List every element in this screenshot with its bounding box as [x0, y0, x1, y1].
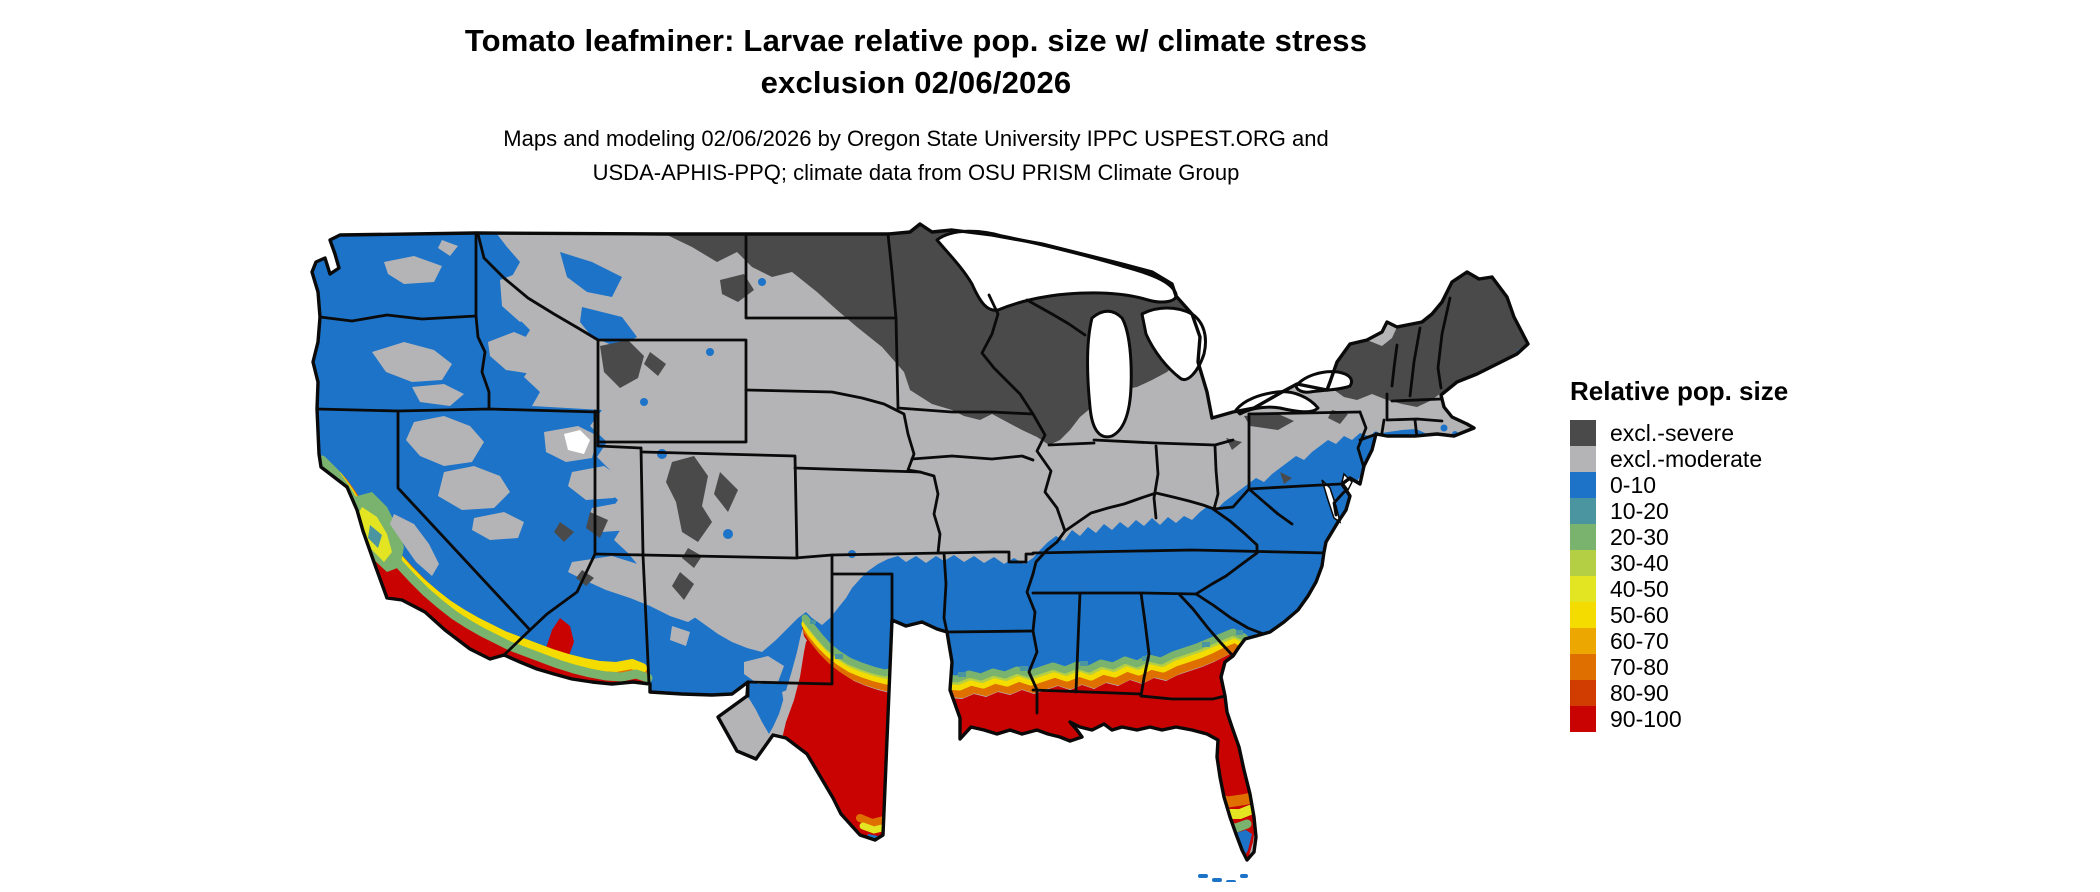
great-lakes — [935, 229, 1353, 439]
us-map-svg — [310, 222, 1530, 882]
zone-blue-main — [312, 234, 1425, 734]
legend-item: excl.-severe — [1570, 420, 1788, 446]
legend-item: 30-40 — [1570, 550, 1788, 576]
legend-color-swatch — [1570, 446, 1596, 472]
legend-color-swatch — [1570, 602, 1596, 628]
legend-color-swatch — [1570, 576, 1596, 602]
legend-item: 10-20 — [1570, 498, 1788, 524]
legend-color-swatch — [1570, 706, 1596, 732]
legend-item: excl.-moderate — [1570, 446, 1788, 472]
title-line-2: exclusion 02/06/2026 — [760, 65, 1072, 100]
legend-item: 40-50 — [1570, 576, 1788, 602]
legend-color-swatch — [1570, 524, 1596, 550]
legend-item-label: 80-90 — [1610, 679, 1669, 706]
legend-color-swatch — [1570, 680, 1596, 706]
figure-subtitle: Maps and modeling 02/06/2026 by Oregon S… — [292, 122, 1540, 190]
zone-hatteras-speck — [1321, 590, 1329, 598]
legend-color-swatch — [1570, 550, 1596, 576]
legend-item-label: 0-10 — [1610, 471, 1657, 498]
title-line-1: Tomato leafminer: Larvae relative pop. s… — [464, 23, 1368, 58]
lake-michigan — [1086, 309, 1133, 439]
zone-excl-severe-northeast — [1330, 272, 1528, 407]
legend-item: 50-60 — [1570, 602, 1788, 628]
legend-rows: excl.-severe excl.-moderate 0-10 10-20 20-30… — [1570, 420, 1788, 732]
legend-item: 80-90 — [1570, 680, 1788, 706]
legend-item: 70-80 — [1570, 654, 1788, 680]
legend-color-swatch — [1570, 498, 1596, 524]
zone-red-california — [319, 460, 650, 692]
great-salt-lake — [564, 430, 590, 454]
legend-color-swatch — [1570, 628, 1596, 654]
figure-title: Tomato leafminer: Larvae relative pop. s… — [292, 20, 1540, 104]
legend-item: 90-100 — [1570, 706, 1788, 732]
legend-item-label: 50-60 — [1610, 601, 1669, 628]
zone-red-arizona-lobe — [544, 618, 574, 658]
legend-item-label: 70-80 — [1610, 653, 1669, 680]
legend-color-swatch — [1570, 420, 1596, 446]
legend-item-label: 60-70 — [1610, 627, 1669, 654]
legend-item-label: 20-30 — [1610, 523, 1669, 550]
us-outline — [310, 222, 1530, 862]
legend-item-label: 30-40 — [1610, 549, 1669, 576]
legend-item-label: 90-100 — [1610, 705, 1682, 732]
zone-south-fringe-bands — [801, 614, 1253, 698]
legend-item-label: 40-50 — [1610, 575, 1669, 602]
legend-item-label: 10-20 — [1610, 497, 1669, 524]
lake-huron — [1140, 306, 1207, 381]
florida-keys — [1198, 874, 1248, 882]
legend-color-swatch — [1570, 472, 1596, 498]
legend-item: 0-10 — [1570, 472, 1788, 498]
legend-item: 60-70 — [1570, 628, 1788, 654]
legend-color-swatch — [1570, 654, 1596, 680]
map-zones — [312, 224, 1528, 860]
map-legend: Relative pop. size excl.-severe excl.-mod… — [1570, 376, 1788, 732]
us-choropleth-map — [292, 222, 1532, 882]
legend-title: Relative pop. size — [1570, 376, 1789, 406]
legend-item-label: excl.-moderate — [1610, 445, 1763, 472]
subtitle-line-2: USDA-APHIS-PPQ; climate data from OSU PR… — [592, 160, 1240, 185]
lake-erie — [1234, 390, 1320, 416]
subtitle-line-1: Maps and modeling 02/06/2026 by Oregon S… — [503, 126, 1329, 151]
legend-item-label: excl.-severe — [1610, 419, 1734, 446]
legend-item: 20-30 — [1570, 524, 1788, 550]
